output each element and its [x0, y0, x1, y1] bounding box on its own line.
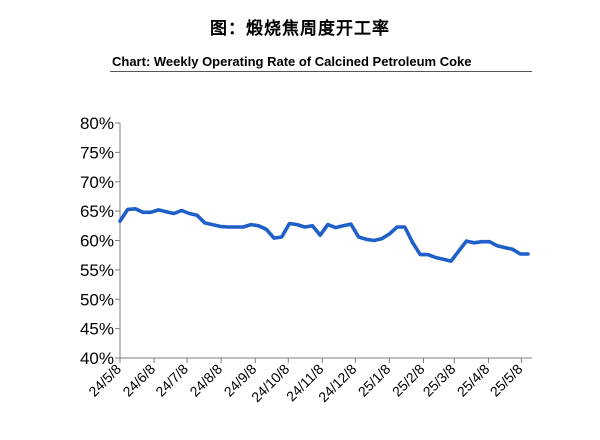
- x-axis: 24/5/824/6/824/7/824/8/824/9/824/10/824/…: [85, 357, 532, 405]
- y-tick-label: 45%: [80, 320, 114, 339]
- y-tick-label: 60%: [80, 232, 114, 251]
- x-tick-label: 25/4/8: [454, 361, 493, 400]
- y-axis: 40% 45% 50% 55% 60% 65% 70% 75% 80%: [80, 114, 121, 368]
- x-tick-label: 24/10/8: [248, 361, 292, 405]
- series-lines: [118, 207, 530, 263]
- x-tick-label: 25/3/8: [420, 361, 459, 400]
- y-tick-label: 65%: [80, 202, 114, 221]
- x-tick-label: 25/2/8: [389, 361, 428, 400]
- x-tick-label: 25/1/8: [355, 361, 394, 400]
- chart-title: Chart: Weekly Operating Rate of Calcined…: [112, 54, 472, 69]
- x-tick-label: 24/12/8: [315, 361, 359, 405]
- x-tick-label: 25/5/8: [487, 361, 526, 400]
- y-tick-label: 40%: [80, 349, 114, 368]
- x-tick-label: 24/7/8: [152, 361, 191, 400]
- y-tick-label: 50%: [80, 290, 114, 309]
- series-line: [118, 207, 530, 263]
- y-tick-label: 75%: [80, 143, 114, 162]
- title-underline: [110, 71, 532, 72]
- chart-title-chinese: 图：煅烧焦周度开工率: [210, 19, 390, 39]
- y-tick-label: 55%: [80, 261, 114, 280]
- y-tick-label: 70%: [80, 173, 114, 192]
- x-tick-label: 24/6/8: [119, 361, 158, 400]
- y-tick-label: 80%: [80, 114, 114, 133]
- x-tick-label: 24/8/8: [186, 361, 225, 400]
